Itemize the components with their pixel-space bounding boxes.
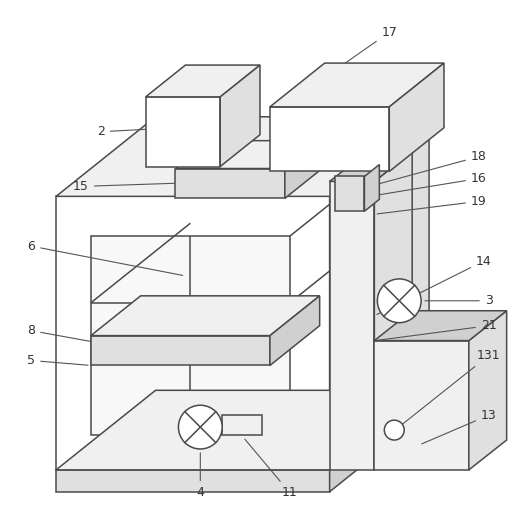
Text: 19: 19 — [377, 195, 487, 214]
Polygon shape — [330, 151, 412, 181]
Polygon shape — [56, 117, 429, 196]
Polygon shape — [375, 311, 507, 340]
Text: 13: 13 — [422, 409, 496, 444]
Text: 6: 6 — [27, 239, 183, 276]
Polygon shape — [469, 311, 507, 470]
Text: 3: 3 — [425, 294, 493, 307]
Polygon shape — [220, 65, 260, 167]
Bar — [334, 176, 364, 211]
Text: 15: 15 — [73, 180, 228, 193]
Polygon shape — [330, 390, 429, 492]
Bar — [330, 181, 375, 470]
Circle shape — [179, 405, 222, 449]
Bar — [222, 415, 262, 435]
Text: 4: 4 — [197, 453, 204, 499]
Bar — [146, 97, 220, 167]
Bar — [56, 470, 330, 492]
Text: 16: 16 — [372, 172, 487, 196]
Bar — [175, 168, 285, 198]
Text: 8: 8 — [27, 324, 138, 350]
Polygon shape — [285, 140, 320, 198]
Circle shape — [384, 420, 404, 440]
Bar — [56, 196, 330, 470]
Text: 17: 17 — [342, 26, 397, 65]
Text: 18: 18 — [372, 150, 487, 186]
Text: 11: 11 — [245, 439, 298, 499]
Polygon shape — [389, 63, 444, 171]
Polygon shape — [175, 140, 320, 168]
Bar — [91, 236, 290, 435]
Bar — [91, 336, 270, 366]
Text: 5: 5 — [27, 354, 88, 367]
Text: 131: 131 — [398, 349, 501, 427]
Text: 14: 14 — [377, 255, 492, 315]
Polygon shape — [56, 390, 429, 470]
Polygon shape — [270, 63, 444, 107]
Text: 21: 21 — [378, 319, 496, 340]
Bar — [270, 107, 389, 171]
Polygon shape — [330, 117, 429, 470]
Circle shape — [377, 279, 421, 322]
Polygon shape — [375, 151, 412, 470]
Bar — [375, 340, 469, 470]
Polygon shape — [146, 65, 260, 97]
Polygon shape — [364, 165, 379, 211]
Polygon shape — [91, 296, 320, 336]
Polygon shape — [270, 296, 320, 366]
Text: 2: 2 — [97, 125, 192, 138]
